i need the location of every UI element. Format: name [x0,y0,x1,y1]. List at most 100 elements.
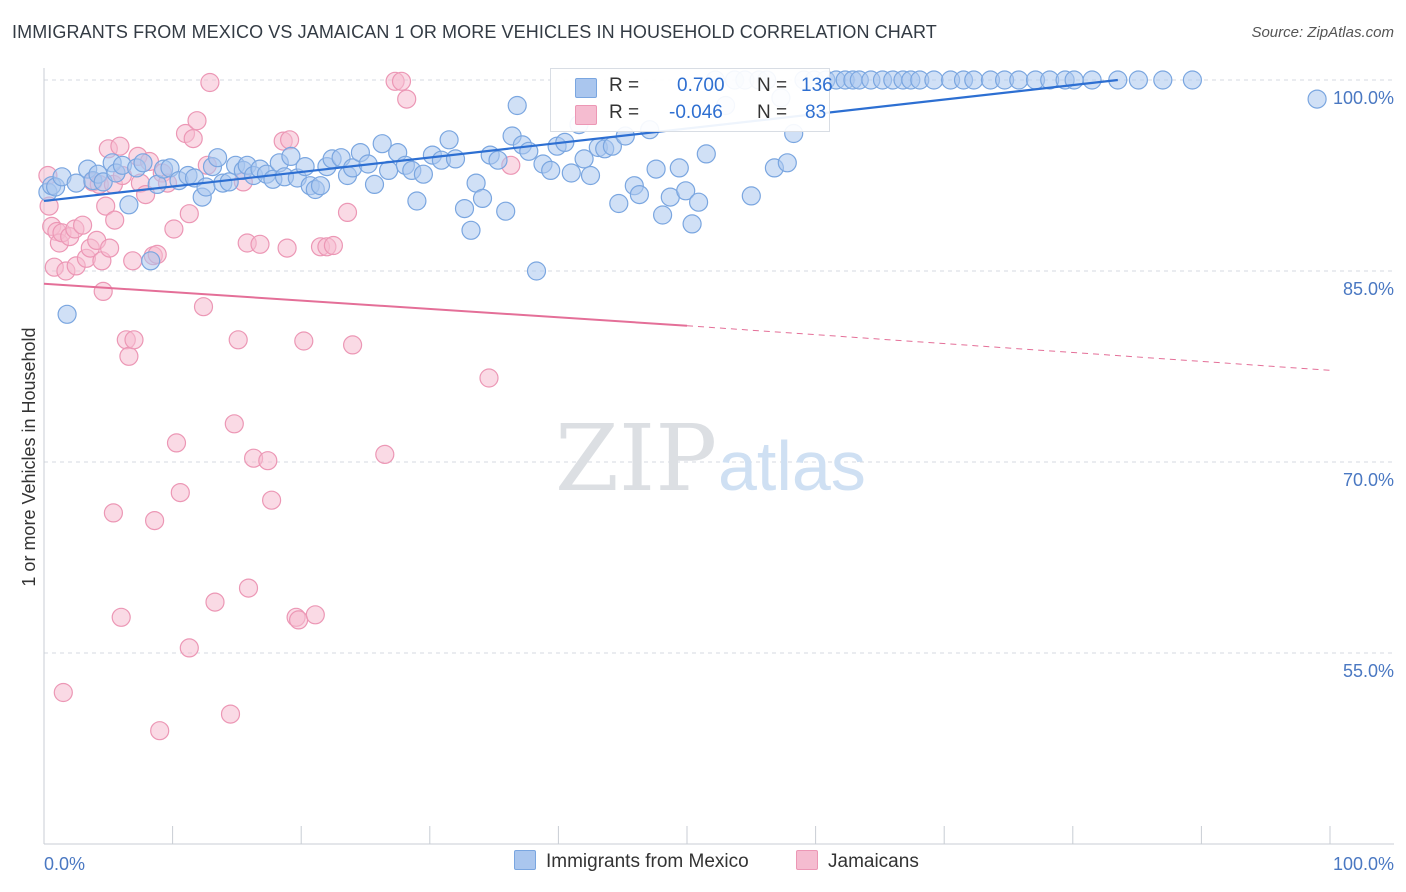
y-tick-label: 55.0% [1343,661,1394,681]
mexico-point [541,160,561,180]
bottom-legend-label-mexico: Immigrants from Mexico [546,851,749,872]
jamaicans-trendline [43,282,688,327]
bottom-legend-swatch-mexico [514,850,536,870]
mexico-point [496,201,516,221]
mexico-point [688,192,709,212]
mexico-point [208,148,228,168]
mexico-point [924,70,944,90]
jamaicans-point [105,210,125,230]
jamaicans-point [187,111,207,131]
legend-r-value: -0.046 [669,102,723,123]
jamaicans-point [220,704,241,724]
y-tick-label: 100.0% [1333,88,1394,108]
jamaicans-point [479,368,499,388]
jamaicans-point [391,71,412,91]
x-tick-label: 100.0% [1333,854,1394,874]
jamaicans-point [150,721,170,741]
jamaicans-point [323,235,343,256]
watermark: ZIP atlas [555,405,866,512]
legend-r-label: R = [609,102,640,123]
jamaicans-point [294,331,314,351]
jamaicans-point [53,682,73,703]
mexico-point [741,186,761,206]
mexico-point [629,185,650,205]
mexico-point [609,193,629,214]
tick-labels: 100.0% 85.0% 70.0% 55.0% 0.0% 100.0% [44,88,1394,874]
mexico-point [1307,89,1327,109]
mexico-point [696,144,716,164]
legend-n-value: 83 [805,102,827,123]
mexico-point [454,199,475,219]
mexico-point [488,150,508,170]
mexico-point [574,149,594,169]
legend-n-label: N = [757,75,788,96]
jamaicans-point [277,238,297,258]
mexico-point [676,181,696,201]
mexico-point [646,159,666,179]
mexico-point [133,153,153,173]
y-tick-label: 70.0% [1343,470,1394,490]
bottom-legend-jamaicans: Jamaicans [796,850,919,873]
jamaicans-point [124,330,144,350]
jamaicans-point [250,234,270,254]
bottom-legend-mexico: Immigrants from Mexico [514,850,749,873]
mexico-point [379,160,399,180]
chart-title: IMMIGRANTS FROM MEXICO VS JAMAICAN 1 OR … [12,22,937,42]
mexico-point [507,95,527,116]
watermark-zip: ZIP [555,405,717,512]
jamaicans-point [119,346,139,366]
mexico-point [669,158,689,178]
mexico-point [1182,70,1203,90]
jamaicans-point [72,215,93,235]
jamaicans-point [200,72,220,93]
jamaicans-point [397,89,417,109]
bottom-legend-swatch-jamaicans [796,850,818,870]
legend-r-label: R = [609,75,640,96]
mexico-point [964,70,984,90]
mexico-point [196,177,216,197]
legend-swatch-mexico [575,78,597,98]
jamaicans-point [337,202,358,222]
jamaicans-point [93,281,113,301]
y-tick-label: 85.0% [1343,279,1394,299]
mexico-point [364,174,385,194]
jamaicans-point [228,330,248,350]
mexico-point [561,163,581,183]
source-label: Source: ZipAtlas.com [1251,24,1394,41]
mexico-trendline [43,78,1118,203]
y-axis-label: 1 or more Vehicles in Household [19,327,39,586]
mexico-point [1082,70,1102,90]
mexico-point [652,205,673,225]
jamaicans-point [262,490,282,510]
mexico-point [461,220,481,240]
jamaicans-point [305,605,325,625]
mexico-point [472,188,493,208]
jamaicans-point [164,219,184,239]
mexico-point [1153,70,1173,90]
jamaicans-point [343,335,363,355]
jamaicans-point [96,196,116,216]
jamaicans-point [110,136,130,156]
jamaicans-point [170,483,190,503]
jamaicans-point [179,204,199,224]
jamaicans-point [280,130,300,150]
legend-r-value: 0.700 [677,75,725,96]
mexico-point [1009,70,1029,90]
jamaicans-point [238,578,259,598]
x-tick-label: 0.0% [44,854,85,874]
watermark-atlas: atlas [718,427,866,505]
mexico-point [407,191,427,211]
jamaicans-point [205,592,225,612]
jamaicans-point [123,251,143,271]
correlation-legend: R = 0.700 N = 136 R = -0.046 N = 83 [550,68,833,132]
mexico-point [439,130,459,150]
legend-n-value: 136 [801,75,833,96]
mexico-point [310,176,331,196]
trendlines [43,78,1331,371]
mexico-point [281,146,301,166]
mexico-point [57,304,77,324]
jamaicans-point [193,297,214,317]
mexico-point [141,251,161,271]
mexico-point [777,153,797,173]
